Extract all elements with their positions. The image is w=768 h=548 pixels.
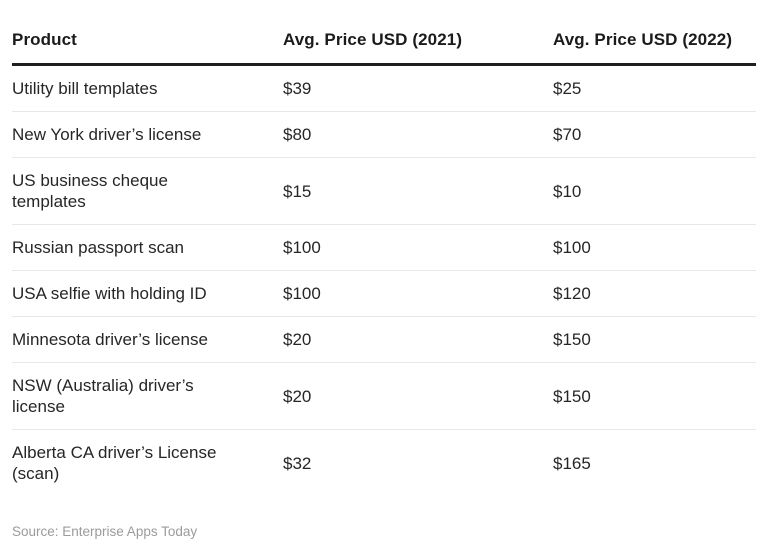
table-row: Minnesota driver’s license $20 $150 — [12, 316, 756, 363]
column-header-product: Product — [12, 0, 283, 66]
header-row: Product Avg. Price USD (2021) Avg. Price… — [12, 0, 756, 66]
table-row: Alberta CA driver’s License (scan) $32 $… — [12, 430, 756, 497]
price-2021-cell: $80 — [283, 111, 553, 158]
product-cell: Minnesota driver’s license — [12, 316, 283, 363]
table-row: Russian passport scan $100 $100 — [12, 224, 756, 271]
table-row: US business cheque templates $15 $10 — [12, 157, 756, 225]
table-row: USA selfie with holding ID $100 $120 — [12, 270, 756, 317]
product-cell: Russian passport scan — [12, 224, 283, 271]
column-header-price-2021: Avg. Price USD (2021) — [283, 0, 553, 66]
table-row: New York driver’s license $80 $70 — [12, 111, 756, 158]
price-table: Product Avg. Price USD (2021) Avg. Price… — [12, 0, 756, 496]
price-2021-cell: $39 — [283, 64, 553, 112]
source-caption: Source: Enterprise Apps Today — [12, 524, 198, 539]
product-cell: New York driver’s license — [12, 111, 283, 158]
price-2021-cell: $15 — [283, 157, 553, 225]
price-2022-cell: $70 — [553, 111, 756, 158]
price-2021-cell: $20 — [283, 316, 553, 363]
product-cell: US business cheque templates — [12, 157, 283, 225]
price-2021-cell: $32 — [283, 453, 312, 473]
price-2021-cell: $100 — [283, 224, 553, 271]
product-cell: USA selfie with holding ID — [12, 270, 283, 317]
price-2022-cell: $150 — [553, 362, 756, 430]
price-2022-cell: $100 — [553, 224, 756, 271]
product-cell: NSW (Australia) driver’s license — [12, 362, 283, 430]
table-row: NSW (Australia) driver’s license $20 $15… — [12, 362, 756, 430]
price-2022-cell: $150 — [553, 316, 756, 363]
column-header-price-2022: Avg. Price USD (2022) — [553, 0, 756, 66]
price-2021-cell: $20 — [283, 362, 553, 430]
price-2022-cell: $10 — [553, 157, 756, 225]
product-cell: Alberta CA driver’s License (scan) — [12, 443, 217, 483]
product-cell: Utility bill templates — [12, 64, 283, 112]
table-row: Utility bill templates $39 $25 — [12, 64, 756, 112]
price-2022-cell: $120 — [553, 270, 756, 317]
price-2022-cell: $165 — [553, 453, 591, 473]
price-2022-cell: $25 — [553, 64, 756, 112]
price-2021-cell: $100 — [283, 270, 553, 317]
